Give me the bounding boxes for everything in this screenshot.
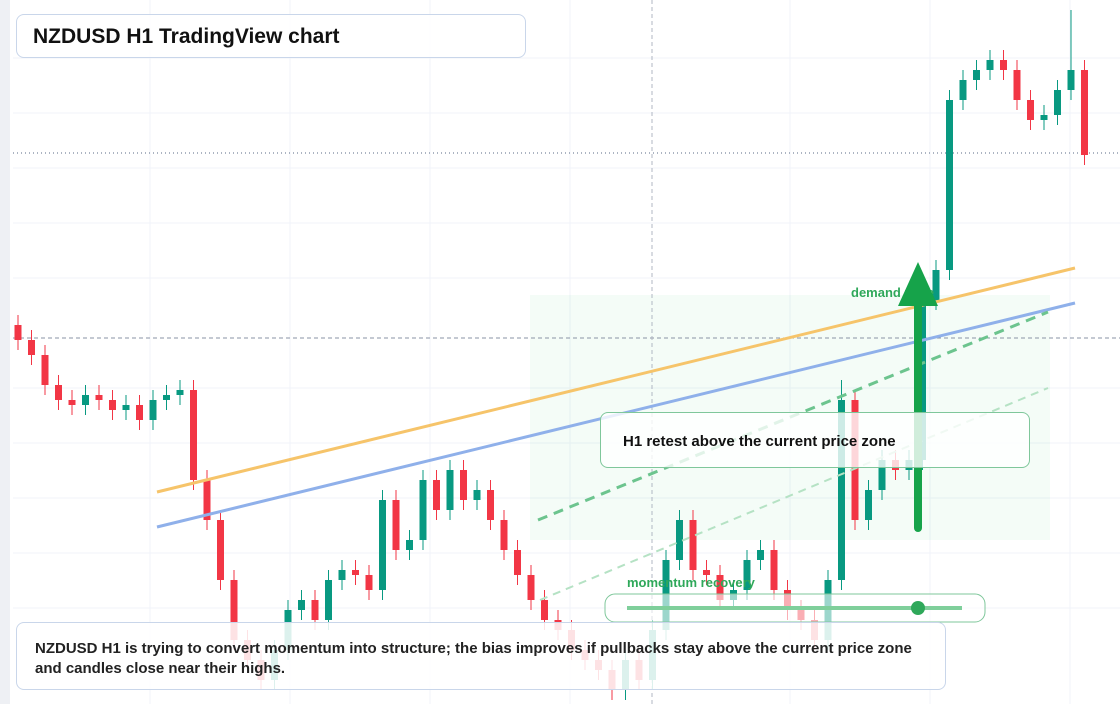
retest-note: H1 retest above the current price zone [600,412,1030,468]
candle-body [28,340,35,355]
candle-body [109,400,116,410]
candle-body [163,395,170,400]
candle-body [770,550,778,590]
candle-body [527,575,535,600]
candle-body [743,560,751,590]
candle-body [446,470,454,510]
candle-body [676,520,683,560]
candle-body [757,550,764,560]
candle-body [365,575,373,590]
candle-body [352,570,359,575]
candle-body [959,80,967,100]
candle-body [41,355,49,385]
candle-body [865,490,872,520]
candle-body [514,550,521,575]
candle-body [406,540,413,550]
summary-note: NZDUSD H1 is trying to convert momentum … [16,622,946,690]
candle-body [95,395,103,400]
candle-body [14,325,22,340]
candle-body [973,70,980,80]
candle-body [473,490,481,500]
candle-body [122,405,130,410]
momentum-label: momentum recovery [627,575,755,590]
candle-body [230,580,238,640]
candle-body [379,500,386,590]
candle-body [1013,70,1021,100]
candle-body [392,500,400,550]
candle-body [541,600,548,620]
candle-body [190,390,197,480]
candle-body [716,575,724,600]
candle-body [419,480,427,540]
candle-body [500,520,508,550]
candle-body [68,400,76,405]
candle-body [82,395,89,405]
candle-body [298,600,305,610]
candle-body [689,520,697,570]
candle-body [946,100,953,270]
candle-body [932,270,940,300]
candle-body [919,300,926,460]
candle-body [176,390,184,395]
candle-body [878,460,886,490]
candle-body [338,570,346,580]
candle-body [703,570,710,575]
candle-body [1027,100,1034,120]
side-bar [0,0,10,704]
candle-body [311,600,319,620]
candle-body [460,470,467,500]
candle-body [986,60,994,70]
momentum-dot [911,601,925,615]
candle-body [149,400,157,420]
candle-body [136,405,143,420]
trend-line [539,387,1049,601]
candle-body [203,480,211,520]
candle-body [1054,90,1061,115]
candle-body [1040,115,1048,120]
candle-body [1081,70,1088,155]
candle-body [433,480,440,510]
candle-body [1000,60,1007,70]
candle-body [487,490,494,520]
candle-body [1067,70,1075,90]
title: NZDUSD H1 TradingView chart [16,14,526,58]
candle-body [217,520,224,580]
candle-body [838,400,845,580]
candle-body [325,580,332,620]
candle-body [55,385,62,400]
arrow-head [898,262,938,306]
